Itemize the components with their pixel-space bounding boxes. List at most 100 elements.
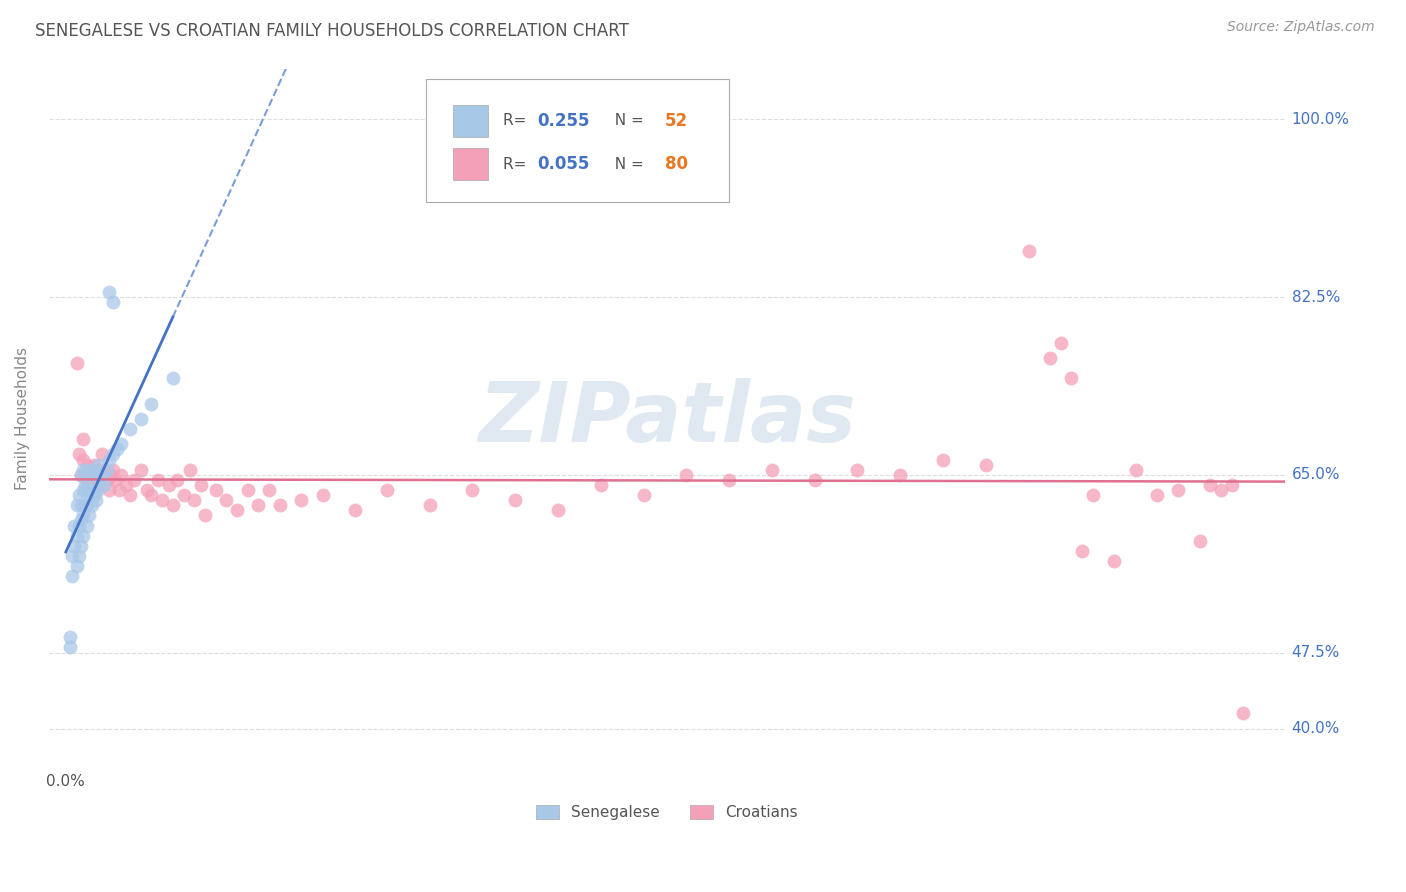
Point [67,488,90,502]
Point [59,630,82,644]
Point [79,508,101,523]
Point [80,467,103,482]
Point [547,503,569,517]
Point [72,508,94,523]
Point [675,467,697,482]
Point [72,529,94,543]
Point [343,503,366,517]
Legend: Senegalese, Croatians: Senegalese, Croatians [531,800,803,825]
Point [141,397,163,411]
Point [60,549,83,563]
Point [87,478,110,492]
Point [129,412,152,426]
Point [141,488,163,502]
Point [105,442,128,457]
Point [118,422,141,436]
Point [1220,478,1243,492]
Point [80,498,103,512]
Point [1049,335,1071,350]
Point [503,493,526,508]
Point [1039,351,1062,365]
Point [803,473,825,487]
Point [69,498,91,512]
Point [76,483,98,497]
Text: 100.0%: 100.0% [1292,112,1350,127]
Text: 65.0%: 65.0% [1292,467,1340,483]
Point [173,488,195,502]
Point [93,463,115,477]
Text: 80: 80 [665,155,688,173]
Point [1102,554,1125,568]
Text: R=: R= [502,157,531,172]
Point [257,483,280,497]
Point [76,473,98,487]
Point [84,493,107,508]
Point [91,447,114,461]
Text: 0.255: 0.255 [537,112,589,130]
Point [67,518,90,533]
Point [60,569,83,583]
Point [290,493,312,508]
Point [80,463,103,477]
Point [83,463,105,477]
Point [718,473,741,487]
Point [76,463,98,477]
Point [162,498,184,512]
Point [846,463,869,477]
Point [76,458,98,472]
Point [75,467,97,482]
Point [83,458,105,472]
Point [101,463,124,477]
Point [932,452,955,467]
Point [101,447,124,461]
Point [889,467,911,482]
Text: 47.5%: 47.5% [1292,645,1340,660]
Point [79,488,101,502]
Point [269,498,291,512]
Point [97,452,120,467]
Point [179,463,201,477]
Point [633,488,655,502]
Point [89,473,111,487]
Point [247,498,270,512]
Point [1199,478,1222,492]
Point [65,559,87,574]
Point [1018,244,1040,259]
Point [96,463,118,477]
Text: N =: N = [605,113,648,128]
Point [89,467,111,482]
Bar [453,148,488,180]
Point [118,488,141,502]
Text: N =: N = [605,157,648,172]
Point [104,473,127,487]
Text: 40.0%: 40.0% [1292,721,1340,736]
Point [183,493,205,508]
Point [1188,533,1211,548]
Point [215,493,238,508]
Point [974,458,997,472]
Point [67,549,90,563]
Point [67,447,90,461]
Point [72,463,94,477]
Point [76,518,98,533]
Text: Source: ZipAtlas.com: Source: ZipAtlas.com [1227,20,1375,34]
Point [146,473,169,487]
Bar [453,105,488,136]
Y-axis label: Family Households: Family Households [15,347,30,491]
Point [311,488,333,502]
Point [87,483,110,497]
Point [100,467,122,482]
Point [97,285,120,299]
Point [419,498,441,512]
Point [226,503,249,517]
Point [69,539,91,553]
Point [1211,483,1233,497]
Point [114,478,136,492]
Point [79,467,101,482]
Point [589,478,612,492]
Point [101,295,124,310]
Point [1071,544,1094,558]
Point [1232,706,1254,721]
Point [76,498,98,512]
Point [375,483,398,497]
